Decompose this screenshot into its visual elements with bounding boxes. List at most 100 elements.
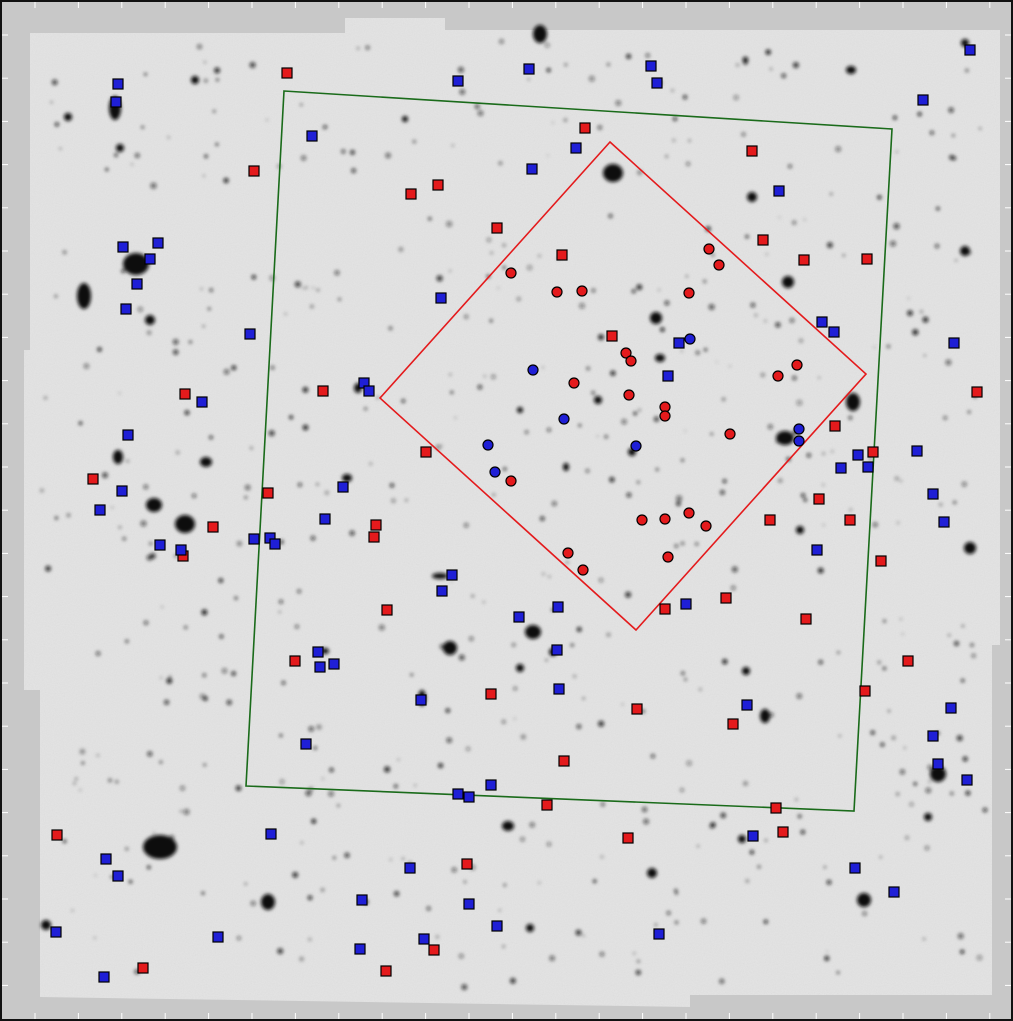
faint-source	[405, 499, 408, 502]
faint-source	[320, 888, 325, 892]
faint-source	[593, 879, 597, 883]
faint-source	[757, 865, 761, 869]
faint-source	[516, 296, 521, 302]
faint-source	[305, 286, 308, 289]
blue-square-marker	[862, 461, 874, 473]
faint-source	[490, 251, 493, 255]
faint-source	[205, 459, 208, 462]
faint-source	[547, 154, 549, 157]
faint-source	[769, 67, 773, 71]
blue-square-marker	[526, 163, 538, 175]
faint-source	[179, 785, 186, 791]
faint-source	[299, 956, 304, 962]
faint-source	[666, 910, 671, 916]
faint-source	[445, 708, 450, 713]
faint-source	[796, 693, 802, 699]
faint-source	[474, 104, 480, 109]
faint-source	[140, 520, 147, 527]
blue-square-marker	[354, 943, 366, 955]
faint-source	[838, 734, 841, 737]
faint-source	[428, 217, 432, 221]
faint-source	[305, 790, 312, 797]
faint-source	[83, 363, 90, 369]
faint-source	[492, 493, 495, 496]
blue-square-marker	[938, 516, 950, 528]
faint-source	[215, 143, 219, 146]
faint-source	[716, 361, 718, 363]
faint-source	[743, 60, 748, 65]
faint-source	[350, 150, 355, 155]
red-square-marker	[317, 385, 329, 397]
faint-source	[121, 269, 125, 273]
faint-source	[169, 675, 172, 678]
faint-source	[435, 444, 441, 450]
red-square-marker	[51, 829, 63, 841]
faint-source	[149, 541, 153, 546]
blue-square-marker	[446, 569, 458, 581]
galaxy-source	[650, 312, 662, 324]
red-square-marker	[405, 188, 417, 200]
faint-source	[393, 784, 398, 789]
faint-source	[681, 671, 685, 676]
faint-source	[95, 651, 101, 656]
faint-source	[775, 322, 781, 328]
faint-source	[979, 127, 982, 130]
red-circle-marker	[662, 551, 674, 563]
faint-source	[781, 73, 786, 79]
faint-source	[459, 89, 466, 95]
blue-square-marker	[319, 513, 331, 525]
blue-circle-marker	[482, 439, 494, 451]
faint-source	[385, 152, 391, 159]
faint-source	[654, 923, 658, 926]
faint-source	[499, 39, 504, 44]
faint-source	[545, 659, 548, 662]
faint-source	[956, 735, 963, 741]
faint-source	[175, 450, 180, 455]
faint-source	[728, 365, 731, 368]
faint-source	[903, 747, 906, 749]
blue-square-marker	[552, 601, 564, 613]
faint-source	[764, 319, 767, 323]
red-square-marker	[87, 473, 99, 485]
blue-square-marker	[436, 585, 448, 597]
faint-source	[848, 415, 853, 420]
faint-source	[122, 536, 126, 541]
faint-source	[203, 696, 208, 701]
blue-square-marker	[112, 870, 124, 882]
faint-source	[837, 651, 840, 654]
faint-source	[636, 480, 640, 484]
blue-square-marker	[662, 370, 674, 382]
faint-source	[388, 326, 393, 331]
faint-source	[284, 312, 287, 315]
galaxy-source	[342, 474, 352, 482]
blue-square-marker	[269, 538, 281, 550]
faint-source	[469, 636, 474, 641]
faint-source	[658, 288, 661, 292]
galaxy-source	[647, 868, 657, 878]
blue-square-marker	[747, 830, 759, 842]
faint-source	[520, 836, 525, 842]
faint-source	[538, 254, 541, 258]
blue-square-marker	[835, 462, 847, 474]
blue-square-marker	[523, 63, 535, 75]
blue-square-marker	[463, 898, 475, 910]
faint-source	[685, 275, 688, 278]
faint-source	[498, 161, 503, 165]
faint-source	[235, 785, 242, 791]
faint-source	[643, 818, 649, 825]
faint-source	[436, 275, 443, 282]
faint-source	[642, 806, 648, 813]
blue-square-marker	[98, 971, 110, 983]
faint-source	[907, 310, 913, 316]
red-square-marker	[861, 253, 873, 265]
faint-source	[736, 63, 740, 67]
faint-source	[333, 856, 336, 860]
faint-source	[137, 306, 143, 312]
faint-source	[144, 73, 147, 76]
faint-source	[438, 763, 443, 768]
blue-square-marker	[314, 661, 326, 673]
faint-source	[800, 829, 805, 835]
faint-source	[792, 220, 797, 225]
red-circle-marker	[659, 410, 671, 422]
red-circle-marker	[625, 355, 637, 367]
